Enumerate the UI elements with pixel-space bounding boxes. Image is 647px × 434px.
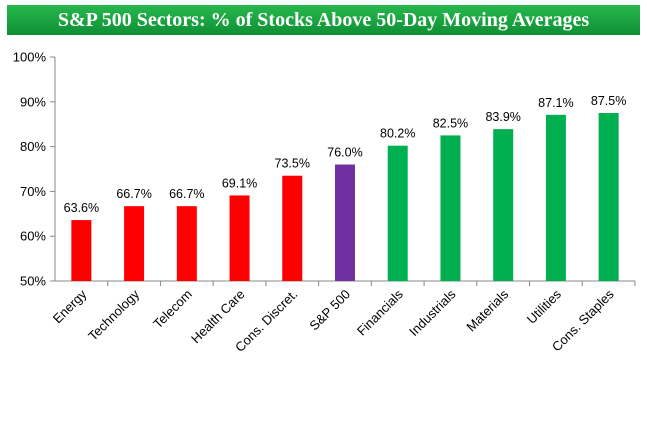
bar — [176, 206, 197, 281]
bar — [387, 145, 408, 281]
x-tick-label: S&P 500 — [306, 287, 353, 334]
data-label: 66.7% — [116, 187, 151, 201]
y-tick-label: 90% — [20, 94, 46, 109]
x-tick-label: Financials — [354, 286, 406, 338]
chart-title: S&P 500 Sectors: % of Stocks Above 50-Da… — [7, 5, 640, 35]
data-label: 87.5% — [591, 94, 626, 108]
data-label: 80.2% — [380, 127, 415, 141]
bar — [229, 195, 250, 281]
x-tick-label: Technology — [85, 286, 142, 343]
x-tick-label: Materials — [463, 286, 511, 334]
x-tick-label: Industrials — [406, 286, 459, 339]
x-tick-label: Energy — [50, 286, 90, 326]
data-label: 66.7% — [169, 187, 204, 201]
bar — [440, 135, 461, 281]
bar — [493, 129, 514, 281]
data-label: 63.6% — [64, 201, 99, 215]
data-label: 82.5% — [433, 116, 468, 130]
data-label: 83.9% — [485, 110, 520, 124]
y-tick-label: 80% — [20, 139, 46, 154]
bar — [335, 164, 355, 281]
bar — [545, 114, 566, 282]
bar — [71, 220, 92, 281]
data-label: 87.1% — [538, 96, 573, 110]
bar — [124, 206, 145, 281]
y-tick-label: 70% — [20, 184, 46, 199]
y-tick-label: 60% — [20, 229, 46, 244]
bar — [598, 113, 619, 281]
y-tick-label: 50% — [20, 274, 46, 289]
y-tick-label: 100% — [13, 50, 47, 65]
data-label: 76.0% — [327, 146, 362, 160]
data-label: 73.5% — [275, 157, 310, 171]
x-tick-label: Telecom — [150, 287, 195, 332]
bar — [282, 175, 303, 281]
data-label: 69.1% — [222, 176, 257, 190]
x-tick-label: Utilities — [524, 286, 565, 327]
